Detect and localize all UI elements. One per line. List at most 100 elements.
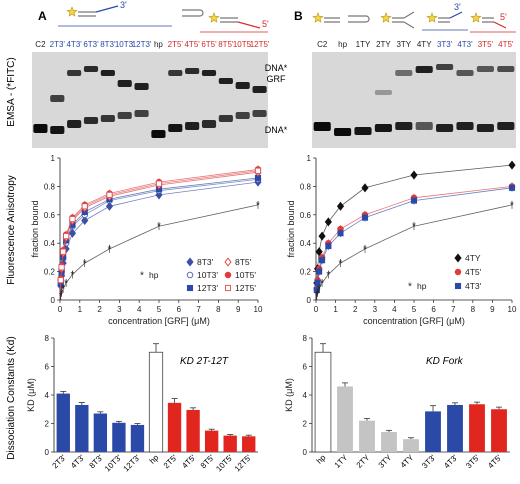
gel-band [476,124,494,132]
y-tick-label: 2 [303,420,308,429]
lane-label: hp [154,40,163,49]
legend-label: 10T3' [197,270,218,280]
gel-a: C2 2T3' 4T3' 6T3' 8T3' 10T3'12T3' hp 2T5' 4T5' 6T… [32,40,270,148]
y-tick-label: 1 [51,154,56,163]
row-label-emsa: EMSA - (*FITC) [6,57,17,126]
legend-marker [454,268,462,276]
overhang-3p-line [449,11,463,19]
legend-marker [224,271,232,279]
gel-band [252,86,267,93]
overhang-5p-line [493,21,507,29]
band-label-complex-1: DNA* [265,63,288,73]
lane-label: 12T5' [250,40,270,49]
chart-title: KD Fork [426,356,464,367]
gel-band [313,122,331,131]
gel-band [168,124,183,132]
bar [425,411,441,452]
y-tick-label: 0 [51,296,56,305]
bar [469,404,485,452]
data-point: * [339,259,343,270]
legend-label: 4TY [465,253,481,263]
data-point: * [320,278,324,289]
chart-title: KD 2T-12T [180,356,229,367]
legend-label: 8T3' [197,257,214,267]
fork-icon [392,11,415,29]
y-axis-label: fraction bound [286,200,296,257]
data-point: * [60,288,64,299]
lane-label: 12T3' [132,40,152,49]
data-point: * [315,291,319,302]
legend-label: hp [417,281,427,291]
category-label: 4T3' [442,453,460,471]
gel-band [117,80,132,87]
strand-label-5p-b: 5' [500,12,507,22]
x-tick-label: 10 [254,305,263,314]
binding-chart-b: 0 1 2 3 4 5 6 7 8 9 10 0 0.2 0.4 0.6 0.8 1 concentration … [286,154,517,326]
data-point [325,242,332,250]
y-tick-label: 0 [307,296,312,305]
legend-marker [224,257,232,267]
x-tick-label: 5 [412,305,417,314]
bar [314,351,332,453]
panel-label-b: B [294,9,303,23]
duplex-line [220,17,238,23]
x-tick-label: 7 [196,305,201,314]
y-axis-label: KD (μM) [284,378,294,412]
bar [167,402,182,452]
y-tick-label: 0.4 [300,239,312,248]
gel-band [436,124,454,132]
gel-band [436,64,454,70]
x-tick-label: 1 [78,305,83,314]
x-tick-label: 5 [157,305,162,314]
bar [491,409,507,452]
category-label: 2T5' [162,453,180,471]
legend-label: 10T5' [235,270,256,280]
lane-label: 6T3' [83,40,99,49]
data-point: * [61,284,65,295]
lane-label: 8T5' [218,40,234,49]
gel-band [218,78,233,84]
binding-chart-a: 0 1 2 3 4 5 6 7 8 9 10 0 0.2 0.4 0.6 0.8 1 concentration … [30,154,263,326]
data-point [316,268,323,275]
gel-band [83,66,99,72]
lane-label: 4TY [417,40,432,49]
bar [403,439,419,452]
data-point: * [64,278,68,289]
x-tick-label: 10 [508,305,517,314]
gel-band [168,70,183,76]
star-icon [208,12,220,23]
bar [56,393,70,452]
data-point: * [108,244,112,255]
data-point [57,277,64,284]
strand-label-3p-a: 3' [120,0,127,10]
data-point [361,214,369,221]
data-point: * [59,291,63,302]
y-tick-label: 4 [303,391,308,400]
data-point [337,230,344,237]
category-label: 3TY [377,453,394,470]
x-tick-label: 3 [117,305,122,314]
gel-band [134,83,149,90]
legend-marker [224,284,232,292]
data-point [69,216,76,223]
x-tick-label: 6 [177,305,182,314]
y-tick-label: 0.6 [44,211,56,220]
duplex-line [438,17,450,23]
bar [148,351,164,453]
category-label: 3T5' [464,453,482,471]
lane-label: hp [338,40,347,49]
gel-band [201,120,217,128]
category-label: 2TY [355,453,372,470]
x-tick-label: 2 [353,305,358,314]
gel-band [100,115,115,122]
star-icon [470,12,482,23]
lane-label: 4T5' [184,40,200,49]
lane-label: 4T3' [457,40,473,49]
gel-band [50,126,65,134]
y-tick-label: 4 [45,391,50,400]
y-tick-label: 0.8 [300,182,312,191]
y-tick-label: 0.2 [300,268,312,277]
x-axis-label: concentration [GRF] (μM) [363,316,465,326]
gel-band [67,120,82,128]
gel-b: C2 hp 1TY 2TY 3TY 4TY 3T3' 4T3' 3T5' 4T5' [312,40,516,148]
